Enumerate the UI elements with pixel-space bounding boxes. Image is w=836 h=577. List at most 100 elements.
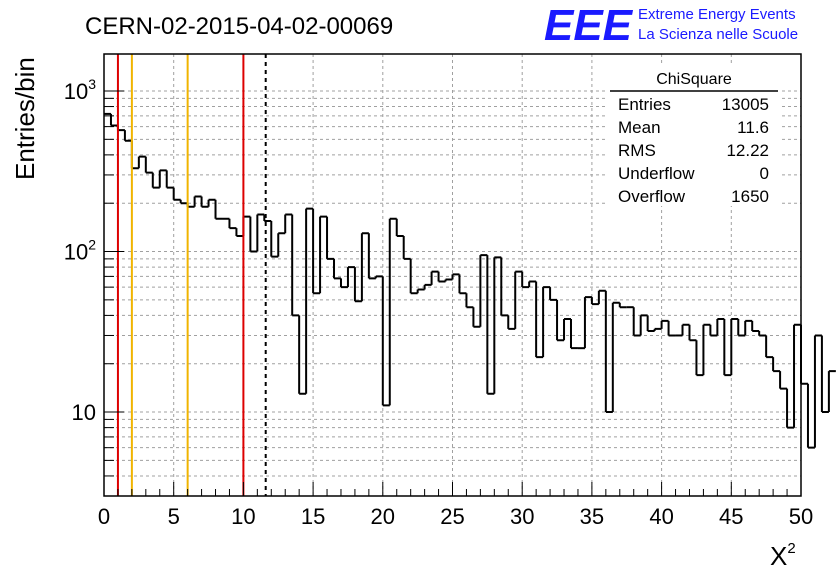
histogram-bin xyxy=(388,217,397,406)
histogram-bin xyxy=(793,323,801,428)
histogram-bin xyxy=(444,278,453,282)
stats-label: RMS xyxy=(618,141,656,160)
histogram-bin xyxy=(263,214,272,222)
y-axis-label: Entries/bin xyxy=(10,57,40,180)
x-tick-label: 35 xyxy=(580,504,604,529)
axis-ticks xyxy=(103,90,802,496)
histogram-bin xyxy=(249,216,258,253)
histogram-bin xyxy=(207,198,216,207)
x-tick-label: 5 xyxy=(168,504,180,529)
histogram-bin xyxy=(751,320,760,332)
histogram-bin xyxy=(395,218,404,237)
histogram-bin xyxy=(367,233,376,280)
logo-line2: La Scienza nelle Scuole xyxy=(638,26,798,43)
histogram-bin xyxy=(709,324,718,337)
x-tick-label: 30 xyxy=(510,504,534,529)
logo-line1: Extreme Energy Events xyxy=(638,6,796,23)
histogram-bin xyxy=(549,287,558,301)
histogram-bin xyxy=(632,307,641,337)
histogram-bin xyxy=(123,130,132,142)
histogram-bin xyxy=(758,330,767,337)
histogram-bin xyxy=(409,258,418,295)
histogram-bin xyxy=(779,371,788,390)
histogram-bin xyxy=(416,288,425,294)
histogram-bin xyxy=(500,257,509,317)
histogram-bin xyxy=(695,340,704,377)
histogram-bin xyxy=(137,155,146,169)
histogram-bin xyxy=(653,327,662,331)
x-tick-label: 15 xyxy=(301,504,325,529)
histogram-bin xyxy=(228,218,237,230)
histogram-bin xyxy=(277,232,286,257)
x-tick-label: 25 xyxy=(440,504,464,529)
y-tick-label: 102 xyxy=(64,237,96,265)
histogram-bin xyxy=(200,196,209,208)
stats-value: 11.6 xyxy=(737,118,769,137)
histogram-bin xyxy=(827,370,836,413)
y-tick-label-exp: 3 xyxy=(88,76,96,92)
histogram-bin xyxy=(563,317,571,341)
histogram-bin xyxy=(660,319,669,329)
histogram-bin xyxy=(618,302,627,309)
histogram-bin xyxy=(583,296,592,349)
histogram-bin xyxy=(305,207,314,394)
histogram-bin xyxy=(193,195,202,207)
histogram-bin xyxy=(813,334,822,448)
histogram-bin xyxy=(765,335,774,359)
histogram-bin xyxy=(423,283,432,290)
histogram-bin xyxy=(639,314,648,336)
x-tick-label: 40 xyxy=(649,504,673,529)
histogram-bin xyxy=(772,357,781,373)
histogram-bin xyxy=(528,280,537,288)
x-axis-label-exp: 2 xyxy=(787,540,795,557)
logo-mark: EEE xyxy=(544,1,634,50)
stats-value: 1650 xyxy=(731,187,769,206)
stats-label: Entries xyxy=(618,95,671,114)
histogram-bin xyxy=(144,156,153,174)
histogram-bin xyxy=(312,208,321,295)
histogram-bin xyxy=(493,256,502,394)
histogram-bin xyxy=(270,220,279,258)
histogram-bin xyxy=(374,275,383,279)
y-tick-label-base: 10 xyxy=(64,240,88,265)
histogram-bin xyxy=(360,232,369,302)
histogram-bin xyxy=(569,318,578,350)
x-tick-labels: 0 5 10 15 20 25 30 35 40 45 50 xyxy=(98,504,813,529)
histogram-bin xyxy=(806,383,815,449)
histogram-bin xyxy=(667,320,676,337)
histogram-bin xyxy=(786,388,795,429)
histogram-bin xyxy=(590,297,599,306)
x-tick-label: 0 xyxy=(98,504,110,529)
histogram-bin xyxy=(556,299,565,342)
histogram-bin xyxy=(326,216,335,260)
histogram-bin xyxy=(521,271,530,289)
histogram-bins xyxy=(104,112,836,449)
histogram-bin xyxy=(214,199,223,220)
stats-label: Mean xyxy=(618,118,661,137)
histogram-bin xyxy=(256,213,265,252)
x-axis-label: X2 xyxy=(770,540,796,571)
histogram-bin xyxy=(242,215,251,236)
x-tick-label: 10 xyxy=(231,504,255,529)
x-tick-label: 45 xyxy=(719,504,743,529)
histogram-bin xyxy=(542,286,551,358)
stats-value: 0 xyxy=(760,164,769,183)
histogram-bin xyxy=(646,315,655,332)
histogram-bin xyxy=(486,255,495,395)
reference-lines xyxy=(116,54,267,496)
x-tick-label: 20 xyxy=(371,504,395,529)
histogram-bin xyxy=(730,317,739,376)
y-tick-label: 103 xyxy=(64,76,96,104)
x-axis-label-base: X xyxy=(770,541,787,571)
y-tick-label-exp: 2 xyxy=(88,237,96,253)
histogram-bin xyxy=(681,323,690,336)
histogram-bin xyxy=(291,214,300,317)
histogram-bin xyxy=(381,276,390,407)
histogram-bin xyxy=(339,278,348,289)
histogram-bin xyxy=(737,318,746,337)
histogram-bin xyxy=(702,323,711,376)
y-tick-label-base: 10 xyxy=(64,79,88,104)
stats-title: ChiSquare xyxy=(656,71,732,88)
histogram-bin xyxy=(472,307,481,328)
